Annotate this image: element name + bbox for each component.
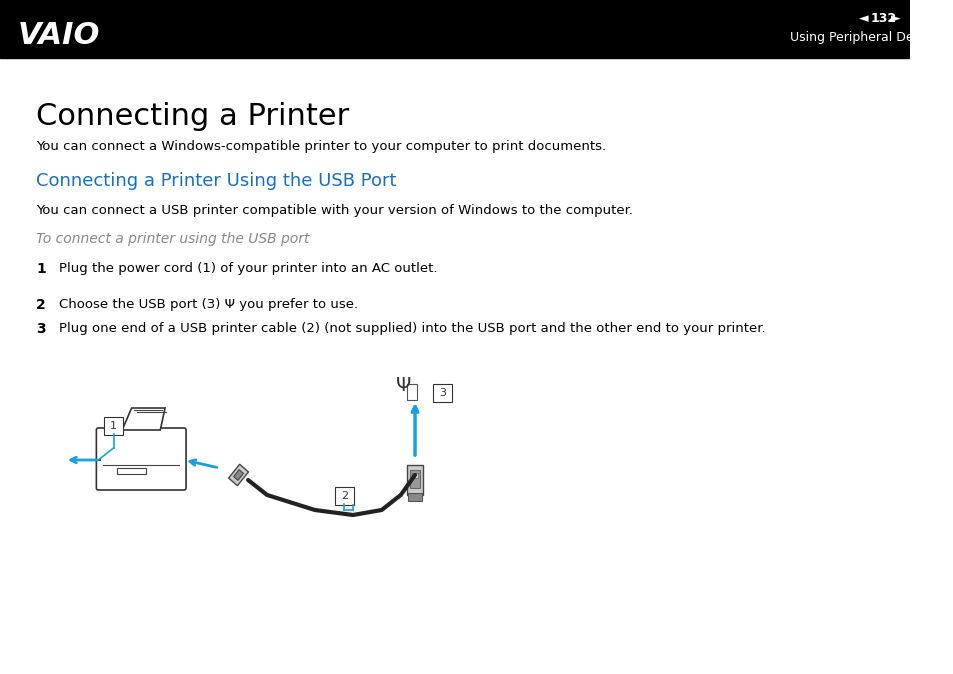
Text: 1: 1 bbox=[110, 421, 117, 431]
Text: 3: 3 bbox=[438, 388, 446, 398]
FancyBboxPatch shape bbox=[335, 487, 354, 505]
Text: VAIO: VAIO bbox=[17, 22, 99, 51]
Text: 2: 2 bbox=[36, 298, 46, 312]
Text: You can connect a Windows-compatible printer to your computer to print documents: You can connect a Windows-compatible pri… bbox=[36, 140, 606, 153]
Text: 3: 3 bbox=[36, 322, 46, 336]
Text: Using Peripheral Devices: Using Peripheral Devices bbox=[789, 32, 945, 44]
FancyBboxPatch shape bbox=[104, 417, 123, 435]
Text: 1: 1 bbox=[36, 262, 46, 276]
Text: Plug one end of a USB printer cable (2) (not supplied) into the USB port and the: Plug one end of a USB printer cable (2) … bbox=[59, 322, 765, 335]
Text: Ψ: Ψ bbox=[395, 376, 411, 395]
Text: Choose the USB port (3) Ψ you prefer to use.: Choose the USB port (3) Ψ you prefer to … bbox=[59, 298, 358, 311]
Bar bbox=[117, 468, 146, 474]
Text: 132: 132 bbox=[869, 11, 895, 24]
Polygon shape bbox=[233, 470, 243, 481]
Polygon shape bbox=[229, 464, 248, 486]
Bar bbox=[0, 0, 909, 58]
Text: Plug the power cord (1) of your printer into an AC outlet.: Plug the power cord (1) of your printer … bbox=[59, 262, 437, 275]
Polygon shape bbox=[122, 408, 165, 430]
Text: 2: 2 bbox=[340, 491, 348, 501]
Text: ◄: ◄ bbox=[858, 11, 871, 24]
Text: You can connect a USB printer compatible with your version of Windows to the com: You can connect a USB printer compatible… bbox=[36, 204, 633, 217]
FancyBboxPatch shape bbox=[407, 384, 416, 400]
Bar bbox=[412, 473, 417, 478]
Text: ►: ► bbox=[886, 11, 900, 24]
Text: Connecting a Printer Using the USB Port: Connecting a Printer Using the USB Port bbox=[36, 172, 396, 190]
Text: Connecting a Printer: Connecting a Printer bbox=[36, 102, 349, 131]
Bar bbox=[408, 493, 421, 501]
Bar bbox=[410, 470, 419, 488]
FancyBboxPatch shape bbox=[433, 384, 452, 402]
Text: To connect a printer using the USB port: To connect a printer using the USB port bbox=[36, 232, 310, 246]
FancyBboxPatch shape bbox=[96, 428, 186, 490]
Bar bbox=[407, 465, 422, 495]
